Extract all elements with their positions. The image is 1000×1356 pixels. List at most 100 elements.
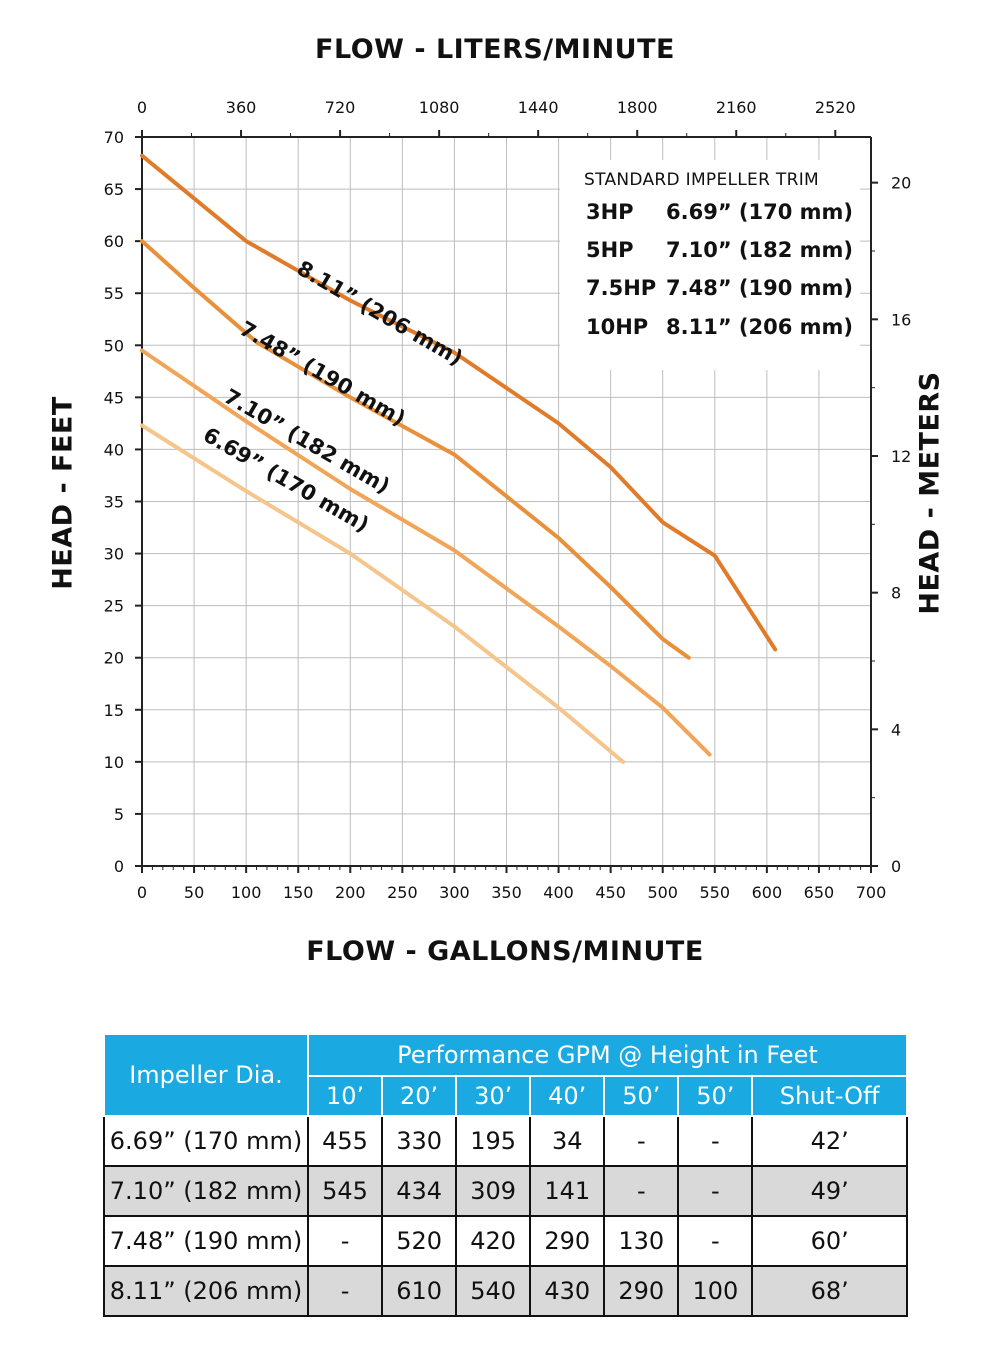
table-cell: 195: [455, 1115, 532, 1167]
table-row: 6.69” (170 mm) 455 330 195 34 - - 42’: [103, 1115, 908, 1167]
series-line: [140, 348, 712, 757]
column-header: 20’: [381, 1075, 458, 1117]
row-header: Impeller Dia.: [103, 1033, 309, 1117]
table-cell: 540: [455, 1265, 532, 1317]
table-cell: 68’: [751, 1265, 908, 1317]
column-header: 10’: [306, 1075, 384, 1117]
x-tick-label: 550: [700, 883, 731, 902]
x-tick-label: 600: [752, 883, 783, 902]
table-row: 8.11” (206 mm) - 610 540 430 290 100 68’: [103, 1265, 908, 1317]
x2-tick-label: 360: [226, 98, 257, 117]
column-header: 50’: [603, 1075, 680, 1117]
x-tick-label: 150: [283, 883, 314, 902]
x2-tick-label: 2160: [716, 98, 757, 117]
x-tick-label: 250: [387, 883, 418, 902]
performance-table: Impeller Dia. Performance GPM @ Height i…: [103, 1033, 908, 1317]
legend-trim: 8.11” (206 mm): [666, 315, 854, 339]
table-cell: 545: [306, 1165, 384, 1217]
legend-hp: 5HP: [586, 238, 634, 262]
column-header: 40’: [529, 1075, 606, 1117]
row-label: 7.48” (190 mm): [103, 1215, 309, 1267]
column-header: Shut-Off: [751, 1075, 908, 1117]
legend-row: 7.5HP 7.48” (190 mm): [586, 276, 853, 300]
table-cell: -: [677, 1115, 754, 1167]
top-axis-title: FLOW - LITERS/MINUTE: [315, 34, 675, 65]
table-cell: 290: [529, 1215, 606, 1267]
y-tick-label: 25: [104, 597, 124, 616]
x-tick-label: 50: [184, 883, 204, 902]
legend-row: 5HP 7.10” (182 mm): [586, 238, 853, 262]
y2-tick-label: 0: [891, 857, 901, 876]
table-cell: -: [603, 1165, 680, 1217]
x2-tick-label: 0: [137, 98, 147, 117]
row-label: 8.11” (206 mm): [103, 1265, 309, 1317]
table-cell: 430: [529, 1265, 606, 1317]
x-tick-label: 450: [595, 883, 626, 902]
x2-tick-label: 1800: [617, 98, 658, 117]
x-tick-label: 0: [137, 883, 147, 902]
x-tick-label: 700: [856, 883, 887, 902]
series-line: [140, 423, 626, 764]
x-tick-label: 500: [647, 883, 678, 902]
legend-hp: 7.5HP: [586, 276, 657, 300]
y-tick-label: 5: [114, 805, 124, 824]
legend-row: 10HP 8.11” (206 mm): [586, 315, 853, 339]
bottom-axis-title: FLOW - GALLONS/MINUTE: [306, 936, 704, 967]
table-cell: 60’: [751, 1215, 908, 1267]
pump-curve-chart: 0 50 100 150 200 250 300 350 400 450 500 550 600 650 7…: [104, 98, 912, 902]
y-tick-label: 30: [104, 545, 124, 564]
table-cell: 100: [677, 1265, 754, 1317]
y2-tick-label: 8: [891, 584, 901, 603]
x-tick-label: 300: [439, 883, 470, 902]
table-row: 7.48” (190 mm) - 520 420 290 130 - 60’: [103, 1215, 908, 1267]
table-cell: -: [603, 1115, 680, 1167]
table-cell: 42’: [751, 1115, 908, 1167]
table-cell: 434: [381, 1165, 458, 1217]
table-cell: -: [306, 1215, 384, 1267]
y2-tick-label: 12: [891, 447, 911, 466]
legend: STANDARD IMPELLER TRIM 3HP 6.69” (170 mm)…: [560, 160, 860, 370]
series-line: [140, 239, 691, 660]
y2-tick-label: 16: [891, 310, 911, 329]
y-tick-label: 20: [104, 649, 124, 668]
table-cell: 330: [381, 1115, 458, 1167]
table-cell: 520: [381, 1215, 458, 1267]
x-tick-label: 400: [543, 883, 574, 902]
table-cell: -: [306, 1265, 384, 1317]
y-tick-label: 40: [104, 440, 124, 459]
table-cell: 141: [529, 1165, 606, 1217]
y-tick-label: 70: [104, 128, 124, 147]
table-cell: 309: [455, 1165, 532, 1217]
table-cell: 34: [529, 1115, 606, 1167]
row-label: 6.69” (170 mm): [103, 1115, 309, 1167]
y-tick-label: 65: [104, 180, 124, 199]
legend-trim: 7.10” (182 mm): [666, 238, 854, 262]
x-tick-label: 650: [804, 883, 835, 902]
table-cell: -: [677, 1215, 754, 1267]
table-cell: 610: [381, 1265, 458, 1317]
table-cell: 455: [306, 1115, 384, 1167]
legend-trim: 6.69” (170 mm): [666, 200, 854, 224]
legend-title: STANDARD IMPELLER TRIM: [584, 170, 819, 190]
x2-tick-label: 2520: [815, 98, 856, 117]
legend-hp: 10HP: [586, 315, 649, 339]
y-tick-label: 10: [104, 753, 124, 772]
y2-tick-label: 20: [891, 174, 911, 193]
column-header: 50’: [677, 1075, 754, 1117]
x2-tick-label: 1080: [419, 98, 460, 117]
y2-tick-label: 4: [891, 720, 901, 739]
y-tick-label: 45: [104, 388, 124, 407]
legend-row: 3HP 6.69” (170 mm): [586, 200, 853, 224]
y-tick-label: 35: [104, 493, 124, 512]
table-cell: -: [677, 1165, 754, 1217]
table-cell: 130: [603, 1215, 680, 1267]
table-cell: 49’: [751, 1165, 908, 1217]
y-tick-label: 0: [114, 857, 124, 876]
y-tick-label: 15: [104, 701, 124, 720]
x-tick-label: 350: [491, 883, 522, 902]
x-tick-label: 100: [231, 883, 262, 902]
table-row: 7.10” (182 mm) 545 434 309 141 - - 49’: [103, 1165, 908, 1217]
y-tick-label: 55: [104, 284, 124, 303]
table-cell: 290: [603, 1265, 680, 1317]
x2-tick-label: 720: [325, 98, 356, 117]
